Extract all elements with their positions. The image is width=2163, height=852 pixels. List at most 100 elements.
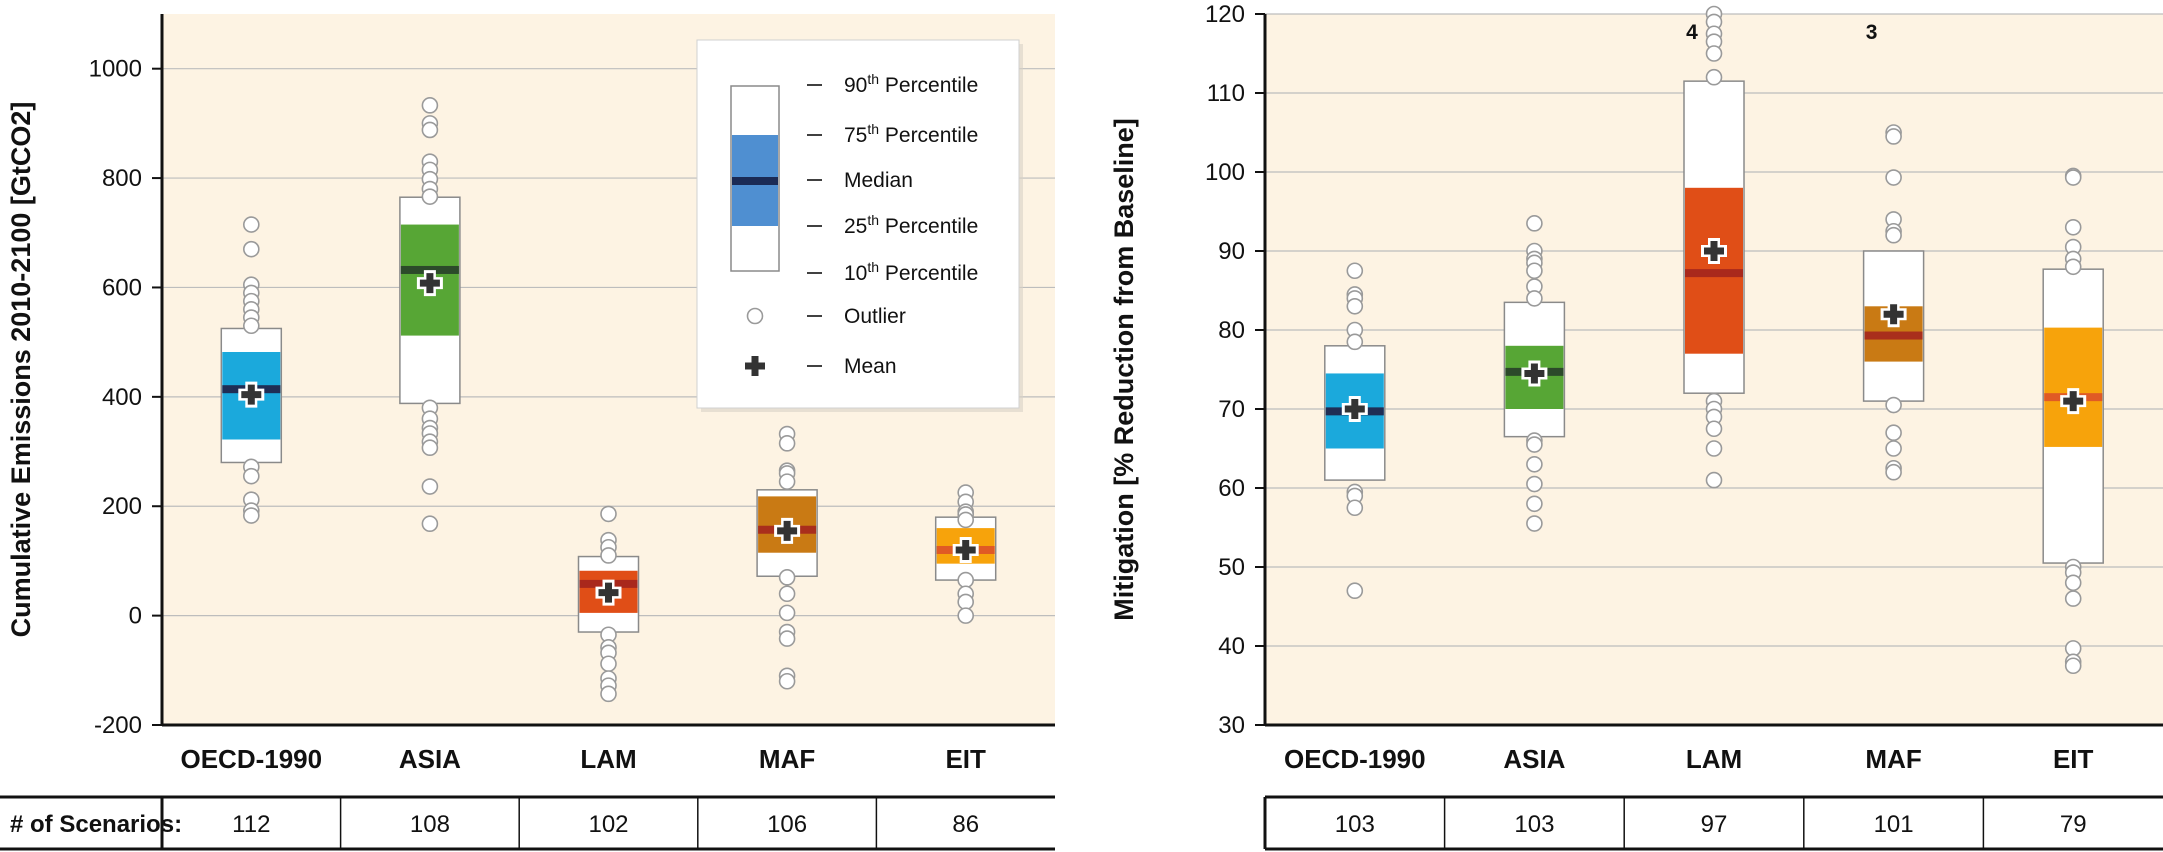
mean-marker	[1701, 238, 1727, 264]
outlier-point	[600, 685, 617, 703]
y-tick-label: 30	[1218, 712, 1245, 739]
scenario-count: 106	[767, 811, 807, 838]
y-tick-label: 50	[1218, 554, 1245, 581]
x-category-label: ASIA	[399, 744, 461, 774]
y-tick-label: -200	[94, 712, 142, 739]
outlier-point	[2064, 590, 2082, 607]
mean-marker	[2060, 388, 2087, 415]
outlier-point	[2064, 657, 2082, 675]
mean-marker	[238, 381, 265, 408]
outlier-point	[1885, 169, 1902, 186]
x-category-label: EIT	[945, 744, 986, 774]
outlier-point	[1885, 128, 1902, 145]
outlier-point	[421, 439, 439, 457]
outlier-point	[1705, 45, 1723, 62]
y-tick-label: 100	[1205, 159, 1245, 186]
outlier-point	[1705, 471, 1723, 489]
mean-marker	[1341, 396, 1368, 422]
box-eit	[934, 484, 997, 624]
outlier-point	[243, 240, 260, 258]
outlier-point	[1526, 475, 1543, 493]
y-tick-label: 80	[1218, 317, 1245, 344]
outlier-point	[421, 97, 439, 114]
plus-icon-mark	[745, 356, 765, 376]
box-asia	[1503, 215, 1566, 532]
outlier-point	[421, 188, 439, 205]
scenario-count: 103	[1335, 811, 1375, 838]
x-category-label: OECD-1990	[1284, 744, 1426, 774]
outlier-point	[1346, 582, 1364, 600]
scenario-count: 102	[588, 811, 628, 838]
outlier-point	[1885, 396, 1902, 414]
outlier-point	[957, 511, 975, 529]
outlier-point	[957, 593, 975, 611]
outlier-point	[421, 478, 439, 495]
box-maf	[1862, 124, 1925, 481]
box-eit	[2042, 167, 2104, 675]
mean-marker-mark	[1344, 399, 1365, 419]
outlier-point	[778, 585, 796, 603]
y-tick-label: 90	[1218, 238, 1245, 265]
scenario-count: 97	[1701, 811, 1728, 838]
legend: 90th Percentile 75th Percentile Median 25th…	[696, 39, 1023, 412]
scenario-count: 103	[1514, 811, 1554, 838]
mean-marker-mark	[1704, 241, 1724, 261]
outlier-point	[1705, 68, 1723, 86]
legend-item-label: 10th Percentile	[844, 259, 978, 285]
mean-marker-mark	[419, 273, 440, 294]
mean-marker-mark	[241, 384, 262, 405]
outlier-point	[1885, 424, 1902, 442]
outlier-point	[2064, 574, 2082, 592]
y-tick-label: 60	[1218, 475, 1245, 502]
outlier-point	[1526, 262, 1543, 280]
x-category-label: MAF	[759, 744, 815, 774]
x-category-label: LAM	[1686, 744, 1742, 774]
outlier-point	[778, 473, 796, 490]
outlier-point	[1526, 290, 1543, 307]
outlier-point	[1526, 455, 1543, 473]
scenario-count: 112	[232, 811, 270, 838]
box-median	[400, 265, 459, 274]
y-tick-label: 200	[102, 493, 142, 520]
outlier-point	[778, 604, 796, 622]
outlier-point	[243, 317, 260, 335]
y-tick-label: 600	[102, 274, 142, 301]
x-category-label: EIT	[2053, 744, 2094, 774]
outlier-point	[2064, 219, 2082, 236]
mean-marker-mark	[598, 582, 619, 603]
box-lam	[577, 505, 640, 703]
legend-item-label: Median	[844, 169, 913, 192]
legend-item-label: 90th Percentile	[844, 71, 978, 97]
outlier-point	[1885, 226, 1902, 244]
offscale-count: 3	[1866, 21, 1878, 44]
outlier-point	[243, 507, 260, 524]
outlier-point	[778, 569, 796, 586]
outlier-point	[1526, 215, 1543, 232]
mean-marker	[1521, 360, 1548, 387]
outlier-point	[600, 655, 617, 673]
box-median	[1864, 331, 1923, 340]
outlier-point	[957, 607, 975, 624]
y-tick-label: 400	[102, 384, 142, 411]
mean-marker-mark	[1883, 304, 1904, 325]
y-tick-label: 40	[1218, 633, 1245, 660]
legend-item-label: 75th Percentile	[844, 121, 978, 147]
scenario-count: 86	[952, 811, 979, 838]
box-lam	[1683, 5, 1745, 489]
box-maf	[756, 425, 818, 690]
outlier-point	[1526, 495, 1543, 513]
y-axis-title: Cumulative Emissions 2010-2100 [GtCO2]	[6, 102, 36, 638]
outlier-point	[2064, 169, 2082, 186]
box-iqr	[2044, 327, 2103, 447]
outlier-point	[243, 216, 260, 233]
scenario-count: 101	[1874, 811, 1914, 838]
box-oecd-1990	[220, 216, 283, 524]
x-category-label: LAM	[580, 744, 636, 774]
outlier-point	[1346, 499, 1364, 517]
outlier-point	[421, 121, 439, 139]
right-chart-panel: 30 40 50 60 70 80 90 100 110 120 Mitigation [% Red…	[1109, 1, 2163, 851]
plus-icon	[742, 353, 768, 379]
outlier-point	[1526, 436, 1543, 453]
mean-marker-mark	[2063, 391, 2084, 412]
box-asia	[399, 97, 461, 533]
